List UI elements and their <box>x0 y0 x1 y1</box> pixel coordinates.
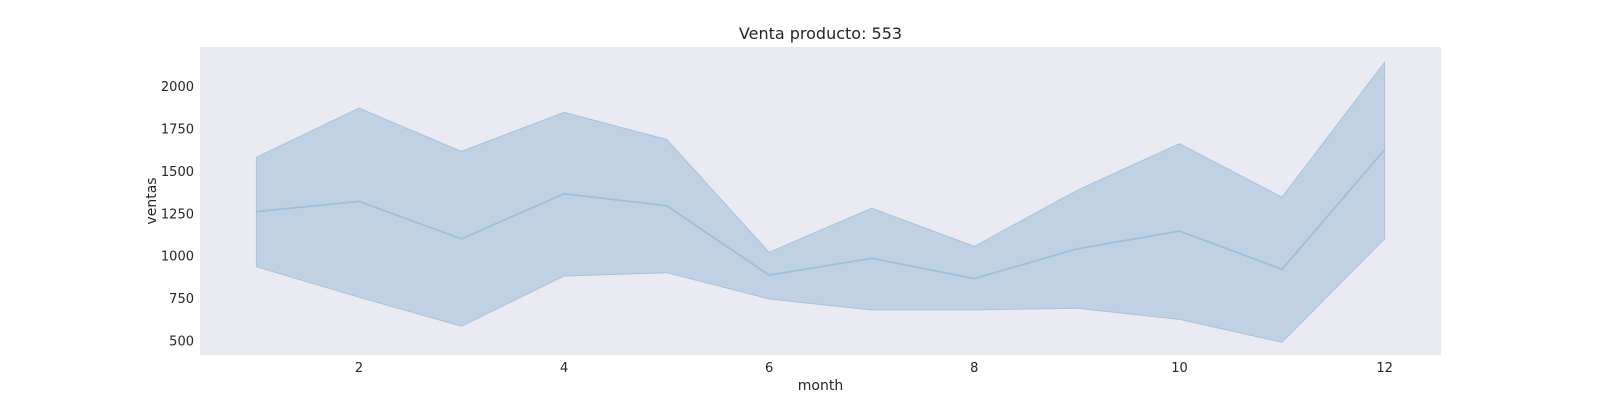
y-tick-label: 1000 <box>161 250 194 265</box>
y-tick-label: 500 <box>169 335 194 350</box>
x-axis-title: month <box>798 378 843 394</box>
x-tick-label: 12 <box>1376 361 1393 376</box>
y-tick-label: 2000 <box>161 80 194 95</box>
x-tick-label: 6 <box>765 361 773 376</box>
series-line <box>256 149 1386 280</box>
confidence-band-layer <box>255 60 1386 343</box>
confidence-band <box>255 60 1386 343</box>
y-tick-label: 1750 <box>161 123 194 138</box>
y-tick-label: 750 <box>169 292 194 307</box>
x-tick-label: 10 <box>1171 361 1188 376</box>
series-line-layer <box>256 149 1386 280</box>
x-tick-label: 4 <box>560 361 568 376</box>
y-axis-title: ventas <box>144 177 160 224</box>
chart-title: Venta producto: 553 <box>739 24 902 43</box>
x-tick-label: 8 <box>970 361 978 376</box>
x-tick-label: 2 <box>355 361 363 376</box>
y-tick-labels: 500 750 1000 1250 1500 1750 2000 <box>161 80 194 350</box>
y-tick-label: 1250 <box>161 207 194 222</box>
y-tick-label: 1500 <box>161 165 194 180</box>
x-tick-labels: 2 4 6 8 10 12 <box>355 361 1393 376</box>
